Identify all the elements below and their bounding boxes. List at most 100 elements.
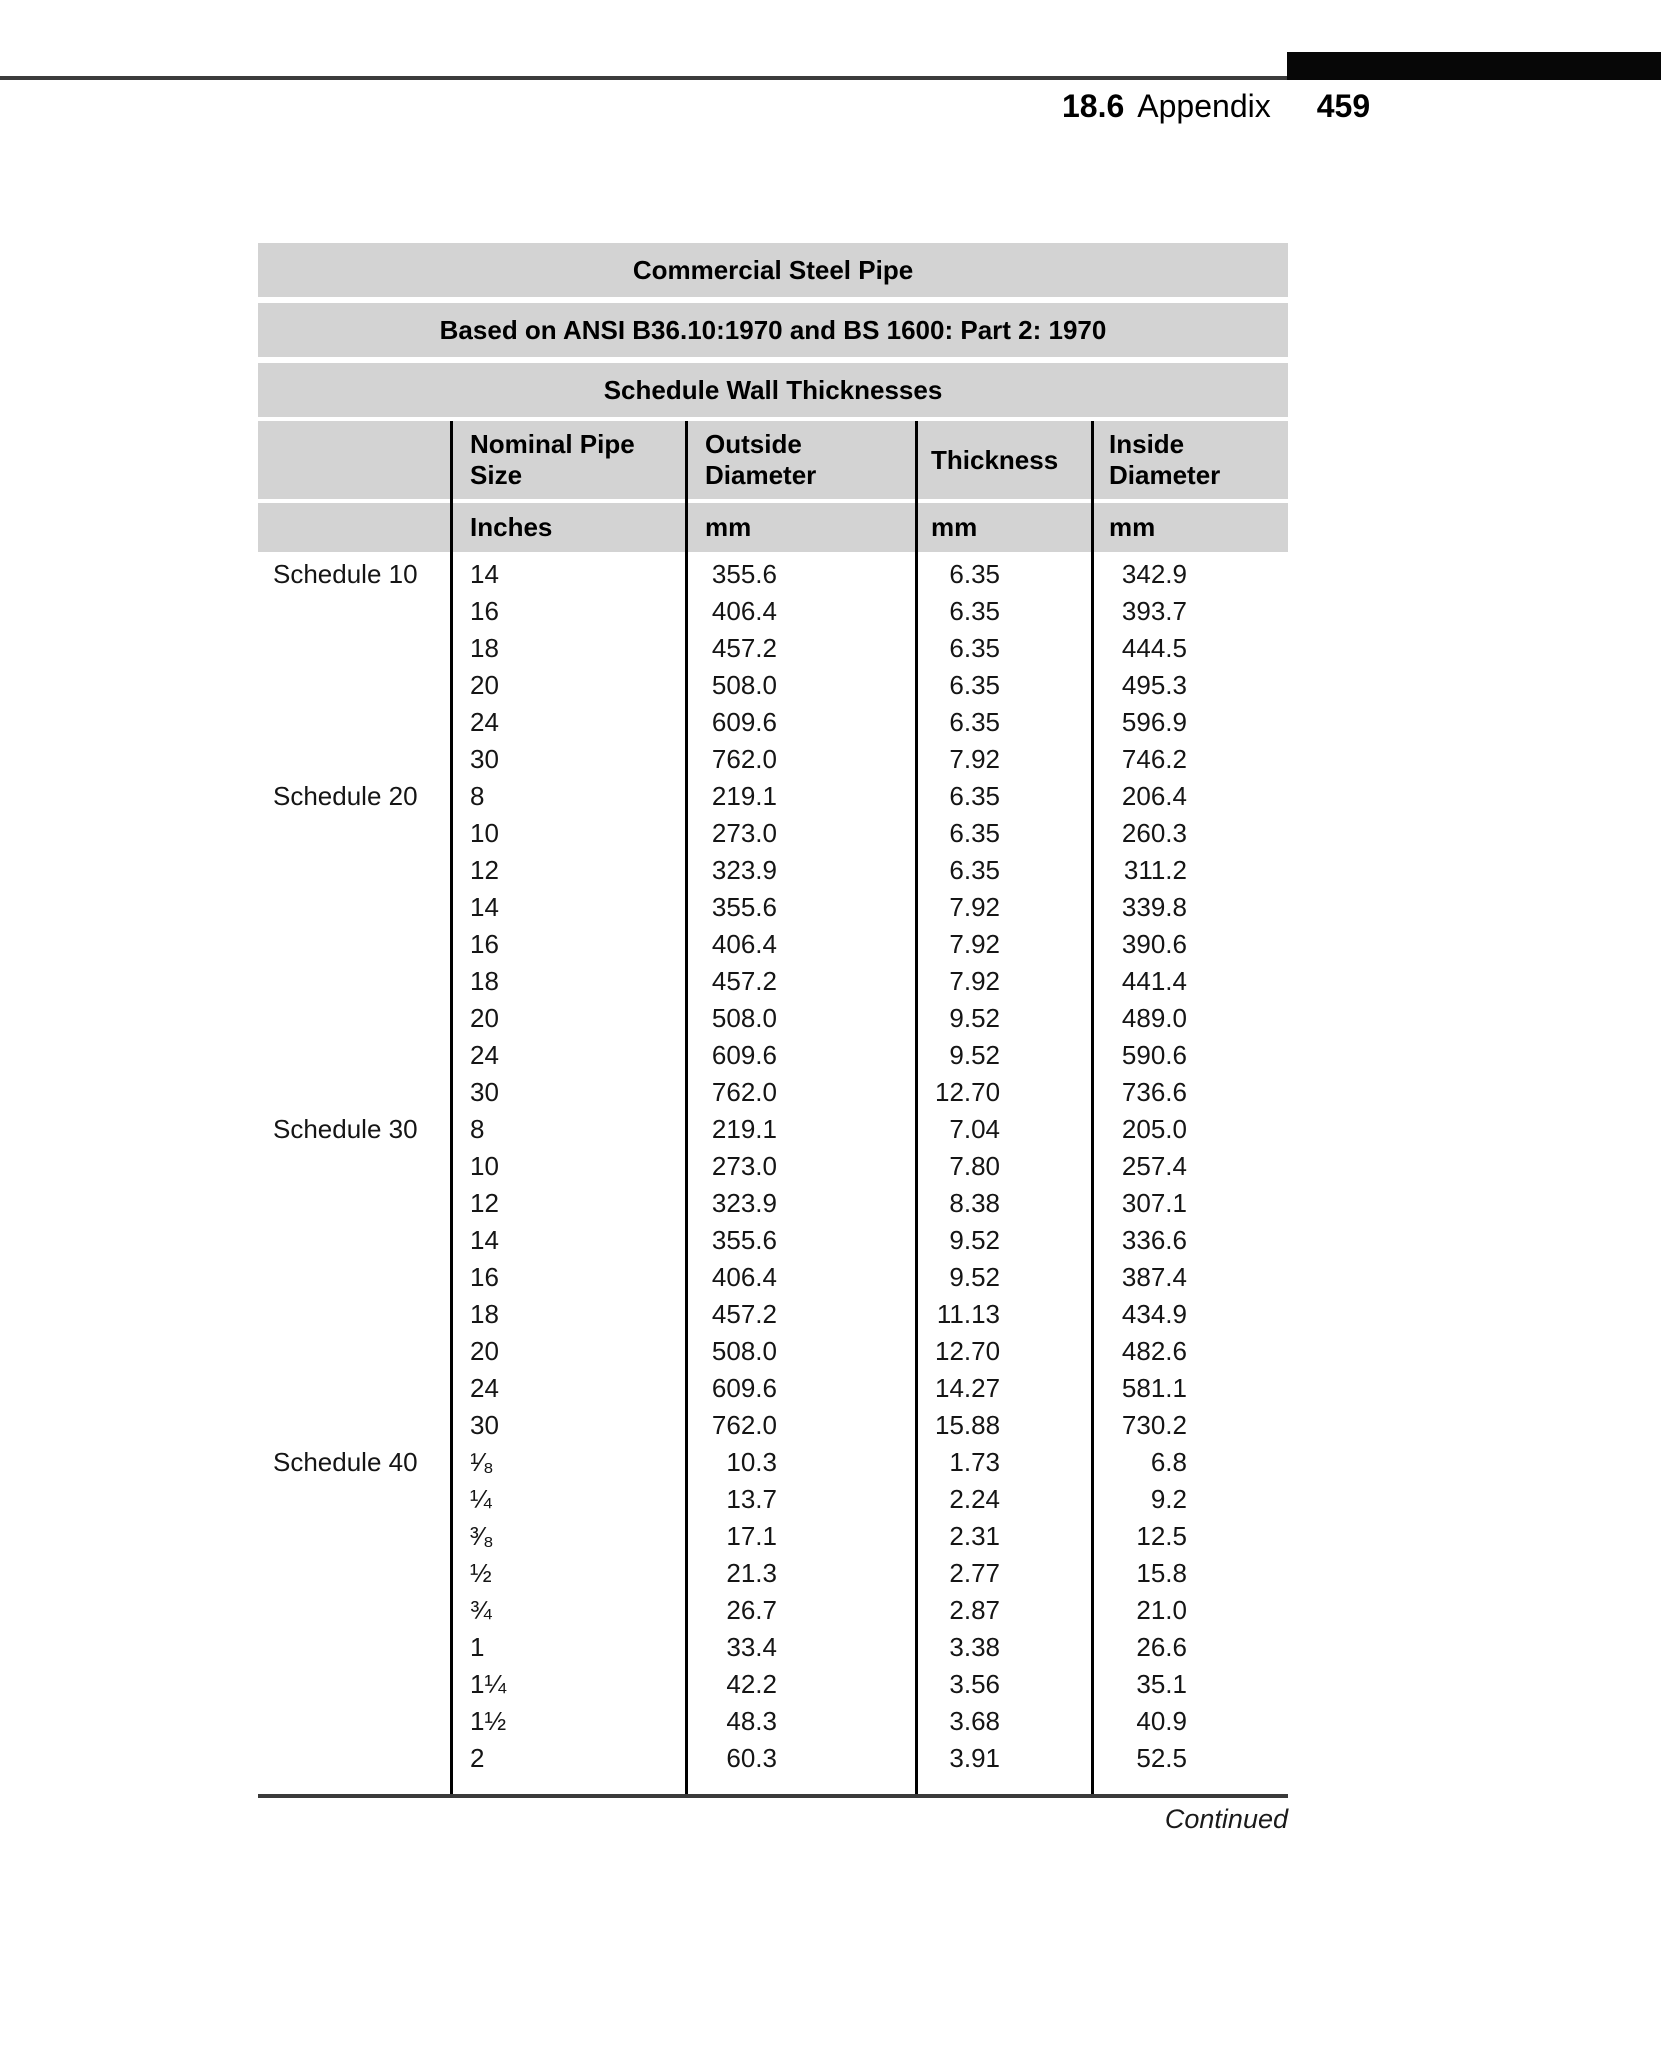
table-cell: 307.1 [1091,1185,1288,1222]
table-cell: 406.4 [685,926,915,963]
table-row: 10 273.0 7.80 257.4 [258,1148,1288,1185]
table-cell: 16 [470,1262,499,1292]
table-cell: 13.7 [685,1481,915,1518]
numeric-value: 444.5 [1121,633,1187,663]
numeric-value: 339.8 [1121,892,1187,922]
table-cell: 12 [470,1188,499,1218]
column-unit: mm [705,512,752,542]
numeric-value: 52.5 [1136,1743,1187,1773]
numeric-value: 355.6 [711,1225,777,1255]
numeric-value: 762.0 [711,744,777,774]
table-cell: 762.0 [685,741,915,778]
table-row: Schedule 10 14 355.6 6.35 342.9 [258,556,1288,593]
numeric-value: 257.4 [1121,1151,1187,1181]
page-number: 459 [1316,88,1371,124]
table-row: 24 609.6 6.35 596.9 [258,704,1288,741]
numeric-value: 6.8 [1150,1447,1187,1477]
table-cell: ½ [470,1558,492,1588]
table-cell: 6.35 [915,630,1091,667]
schedule-label-cell [258,852,450,889]
table-cell: 441.4 [1091,963,1288,1000]
table-cell: 18 [470,1299,499,1329]
schedule-label-cell: Schedule 30 [273,1114,418,1144]
table-cell: 2.77 [915,1555,1091,1592]
numeric-value: 342.9 [1121,559,1187,589]
numeric-value: 355.6 [711,559,777,589]
table-cell: 10 [470,1151,499,1181]
unit-cell-mm-outside: mm [685,503,915,552]
table-cell: 16 [470,929,499,959]
table-row: 30 762.0 15.88 730.2 [258,1407,1288,1444]
numeric-value: 21.3 [726,1558,777,1588]
table-units-row: Inches mm mm mm [258,503,1288,552]
running-head: 18.6 Appendix 459 [1062,88,1370,125]
table-cell: 9.52 [915,1259,1091,1296]
table-bottom-rule [258,1794,1288,1798]
numeric-value: 6.35 [949,707,1000,737]
table-cell: 9.52 [915,1222,1091,1259]
numeric-value: 736.6 [1121,1077,1187,1107]
table-cell: 736.6 [1091,1074,1288,1111]
table-cell: ¾ [470,1595,492,1625]
table-cell: 12.5 [1091,1518,1288,1555]
table-cell: 9.52 [915,1000,1091,1037]
schedule-label-cell [258,1629,450,1666]
table-row: 12 323.9 8.38 307.1 [258,1185,1288,1222]
table-cell: 60.3 [685,1740,915,1777]
header-cell-thickness: Thickness [915,421,1091,499]
table-cell: 355.6 [685,1222,915,1259]
table-row: 20 508.0 9.52 489.0 [258,1000,1288,1037]
table-cell: 8 [470,1114,485,1144]
table-cell: 393.7 [1091,593,1288,630]
numeric-value: 42.2 [726,1669,777,1699]
numeric-value: 762.0 [711,1410,777,1440]
table-cell: ¼ [470,1484,492,1514]
table-row: 18 457.2 6.35 444.5 [258,630,1288,667]
numeric-value: 6.35 [949,559,1000,589]
numeric-value: 33.4 [726,1632,777,1662]
table-cell: 6.35 [915,667,1091,704]
table-row: 1½ 48.3 3.68 40.9 [258,1703,1288,1740]
table-cell: 609.6 [685,704,915,741]
numeric-value: 457.2 [711,633,777,663]
column-label: Nominal Pipe Size [470,429,635,490]
numeric-value: 26.7 [726,1595,777,1625]
numeric-value: 219.1 [711,781,777,811]
column-label: Inside Diameter [1109,429,1221,490]
table-row: 14 355.6 7.92 339.8 [258,889,1288,926]
schedule-label-cell [258,1296,450,1333]
numeric-value: 10.3 [726,1447,777,1477]
table-row: 24 609.6 14.27 581.1 [258,1370,1288,1407]
table-cell: 206.4 [1091,778,1288,815]
table-row: 12 323.9 6.35 311.2 [258,852,1288,889]
numeric-value: 495.3 [1121,670,1187,700]
table-cell: 12 [470,855,499,885]
table-cell: 581.1 [1091,1370,1288,1407]
table-cell: 18 [470,633,499,663]
schedule-label-cell: Schedule 20 [273,781,418,811]
table-cell: 508.0 [685,667,915,704]
table-cell: 8 [470,781,485,811]
table-cell: 311.2 [1091,852,1288,889]
table-row: 30 762.0 7.92 746.2 [258,741,1288,778]
table-title: Commercial Steel Pipe [258,243,1288,297]
table-cell: 1½ [470,1706,507,1736]
numeric-value: 508.0 [711,1336,777,1366]
table-cell: 10 [470,818,499,848]
table-cell: 7.92 [915,963,1091,1000]
table-cell: 21.0 [1091,1592,1288,1629]
schedule-label-cell [258,1185,450,1222]
numeric-value: 6.35 [949,596,1000,626]
unit-cell-inches: Inches [450,503,685,552]
table-cell: 205.0 [1091,1111,1288,1148]
table-row: ¾ 26.7 2.87 21.0 [258,1592,1288,1629]
table-cell: 1 [470,1632,485,1662]
table-cell: 7.80 [915,1148,1091,1185]
table-cell: 219.1 [685,1111,915,1148]
table-cell: 30 [470,1077,499,1107]
table-cell: 596.9 [1091,704,1288,741]
numeric-value: 9.2 [1150,1484,1187,1514]
table-cell: 746.2 [1091,741,1288,778]
schedule-label-cell [258,815,450,852]
